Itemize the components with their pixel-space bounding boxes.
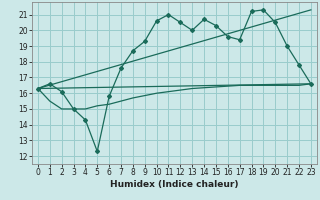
- X-axis label: Humidex (Indice chaleur): Humidex (Indice chaleur): [110, 180, 239, 189]
